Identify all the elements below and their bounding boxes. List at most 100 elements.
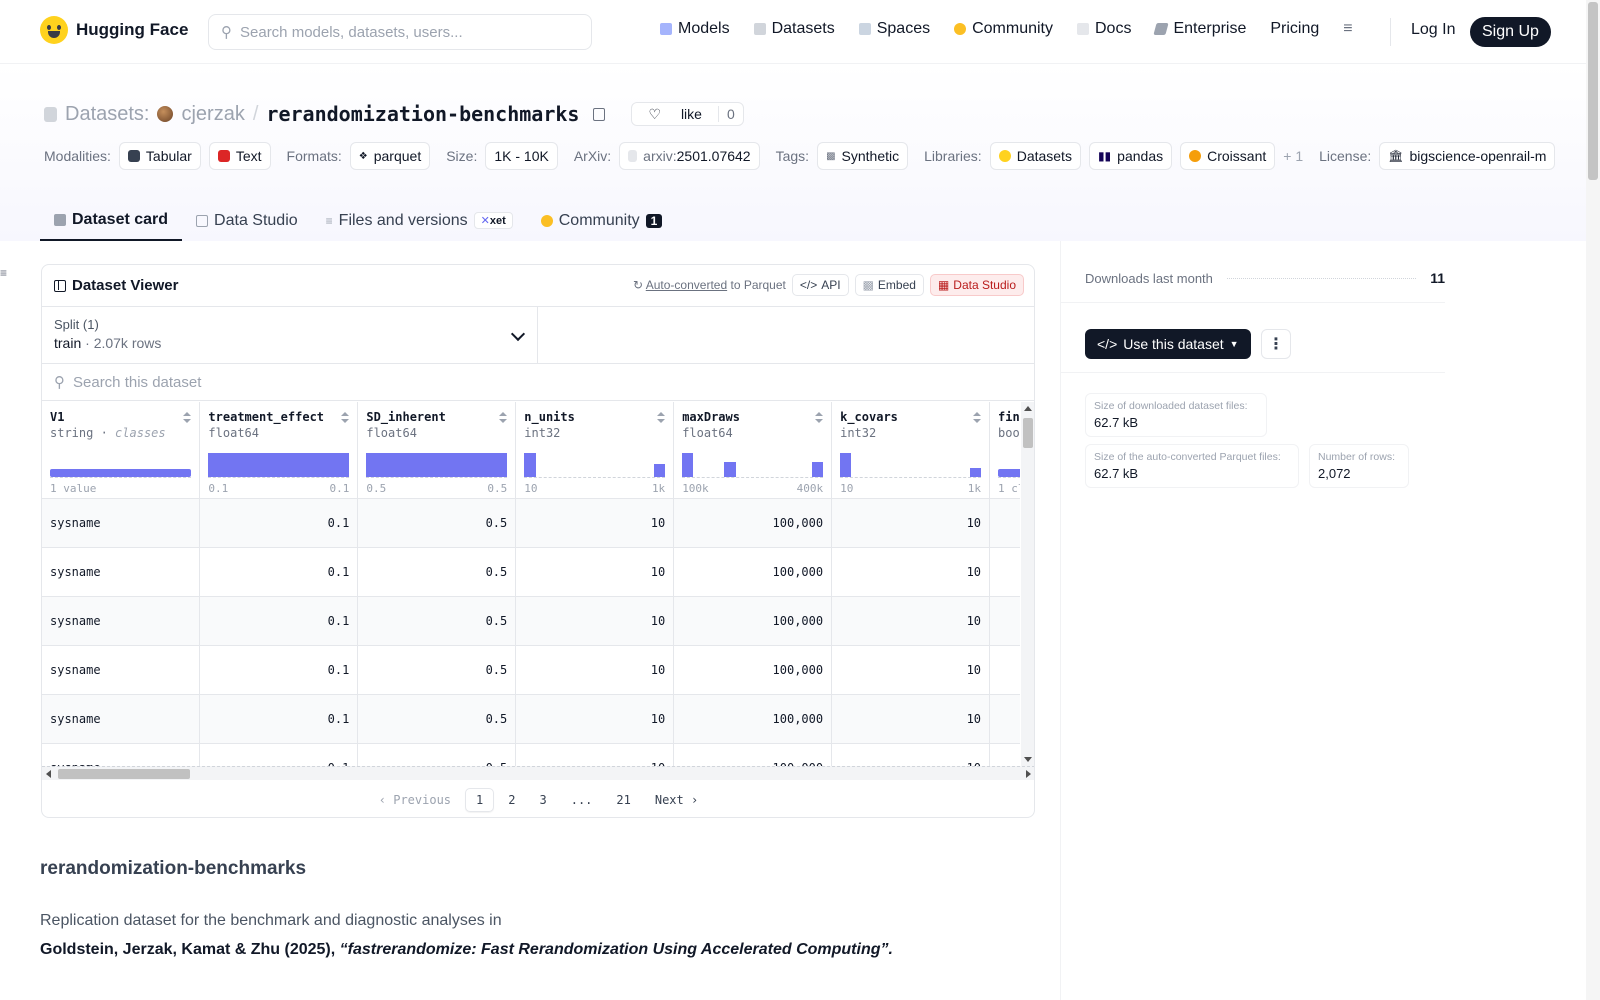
login-link[interactable]: Log In [1411,21,1456,38]
dataset-search-input[interactable] [73,373,573,391]
histogram-bar[interactable] [840,453,852,477]
table-cell[interactable]: 0.1 [199,743,359,766]
sort-icon[interactable] [499,412,508,424]
embed-button[interactable]: ▩ Embed [854,274,924,296]
split-dropdown[interactable]: Split (1) train · 2.07k rows [42,307,538,364]
more-options-button[interactable]: ⋮ [1261,329,1291,359]
table-cell[interactable]: 100,000 [673,743,833,766]
table-cell[interactable] [989,743,1020,766]
table-cell[interactable]: 10 [515,596,675,646]
tag-license[interactable]: 🏛 bigscience-openrail-m [1379,142,1556,170]
page-1[interactable]: 1 [465,788,495,812]
tag-text[interactable]: Text [208,142,271,170]
table-cell[interactable]: 0.1 [199,645,359,695]
histogram-bar[interactable] [366,453,508,477]
column-header-k_covars[interactable]: k_covars int32 10 1k [831,402,991,499]
nav-docs[interactable]: Docs [1077,20,1131,38]
table-cell[interactable]: 0.5 [357,596,517,646]
table-cell[interactable]: sysname [42,596,201,646]
table-cell[interactable]: sysname [42,645,201,695]
histogram-bar[interactable] [998,469,1020,477]
sort-icon[interactable] [657,412,666,424]
use-dataset-button[interactable]: </> Use this dataset ▼ [1085,329,1251,359]
scroll-up-icon[interactable] [1024,406,1032,411]
brand-logo[interactable]: Hugging Face [40,16,188,44]
signup-button[interactable]: Sign Up [1470,17,1551,47]
copy-icon[interactable] [593,107,606,121]
table-cell[interactable]: sysname [42,694,201,744]
vertical-scrollbar[interactable] [1021,402,1034,766]
table-cell[interactable]: 0.1 [199,596,359,646]
table-cell[interactable]: 100,000 [673,645,833,695]
side-toggle-icon[interactable]: ≡ [0,266,8,280]
table-cell[interactable]: sysname [42,743,201,766]
table-cell[interactable]: 10 [831,547,991,597]
libraries-more[interactable]: + 1 [1283,148,1304,164]
histogram-bar[interactable] [524,453,536,477]
table-cell[interactable]: 0.5 [357,547,517,597]
table-cell[interactable]: 10 [515,547,675,597]
table-cell[interactable]: 0.5 [357,743,517,766]
histogram-bar[interactable] [208,453,350,477]
nav-datasets[interactable]: Datasets [753,20,835,38]
histogram-bar[interactable] [653,463,666,477]
tag-tabular[interactable]: Tabular [118,142,201,170]
next-page-button[interactable]: Next › [654,793,699,807]
histogram-bar[interactable] [682,453,694,477]
column-header-SD_inherent[interactable]: SD_inherent float64 0.5 0.5 [357,402,517,499]
column-header-n_units[interactable]: n_units int32 10 1k [515,402,675,499]
table-cell[interactable]: 0.5 [357,645,517,695]
lib-pandas[interactable]: ▮▮ pandas [1088,142,1173,170]
page-2[interactable]: 2 [508,793,516,807]
table-cell[interactable]: 10 [831,596,991,646]
scroll-right-icon[interactable] [1026,770,1031,778]
more-menu-icon[interactable]: ≡ [1343,20,1353,37]
table-cell[interactable]: 10 [831,645,991,695]
dataset-search[interactable]: ⚲ [42,364,1034,401]
like-button[interactable]: ♡ like 0 [631,102,744,126]
table-cell[interactable]: 0.1 [199,498,359,548]
table-cell[interactable]: 100,000 [673,547,833,597]
histogram-bar[interactable] [724,462,736,477]
repo-name[interactable]: rerandomization-benchmarks [266,102,580,126]
table-cell[interactable]: 100,000 [673,694,833,744]
column-header-findFI[interactable]: findFI bool 1 class [989,402,1020,499]
table-cell[interactable]: 10 [515,645,675,695]
tag-size[interactable]: 1K - 10K [485,142,558,170]
sort-icon[interactable] [815,412,824,424]
sort-icon[interactable] [973,412,982,424]
column-header-V1[interactable]: V1 string · classes 1 value [42,402,201,499]
table-cell[interactable]: 10 [831,498,991,548]
table-cell[interactable]: sysname [42,547,201,597]
prev-page-button[interactable]: ‹ Previous [378,793,452,807]
table-cell[interactable]: 10 [831,694,991,744]
table-cell[interactable]: 10 [515,743,675,766]
lib-datasets[interactable]: Datasets [989,142,1081,170]
table-cell[interactable]: 10 [515,694,675,744]
auto-converted-link[interactable]: Auto-converted [645,278,728,292]
histogram-bar[interactable] [811,462,824,477]
nav-models[interactable]: Models [660,20,730,38]
nav-spaces[interactable]: Spaces [858,20,930,38]
table-cell[interactable]: 10 [515,498,675,548]
table-cell[interactable]: 100,000 [673,498,833,548]
nav-community[interactable]: Community [954,20,1053,38]
column-header-treatment_effect[interactable]: treatment_effect float64 0.1 0.1 [199,402,359,499]
owner-link[interactable]: cjerzak [181,102,245,125]
page-3[interactable]: 3 [539,793,547,807]
table-cell[interactable]: 0.5 [357,694,517,744]
horizontal-scrollbar[interactable] [42,766,1034,780]
tab-community[interactable]: Community 1 [527,200,677,241]
tag-arxiv[interactable]: arxiv: 2501.07642 [619,142,760,170]
global-search[interactable]: ⚲ [208,14,592,50]
table-cell[interactable]: 0.5 [357,498,517,548]
scroll-down-icon[interactable] [1024,757,1032,762]
table-cell[interactable]: 100,000 [673,596,833,646]
table-cell[interactable]: 10 [831,743,991,766]
auto-converted-note[interactable]: ↻ Auto-converted to Parquet [633,278,786,292]
